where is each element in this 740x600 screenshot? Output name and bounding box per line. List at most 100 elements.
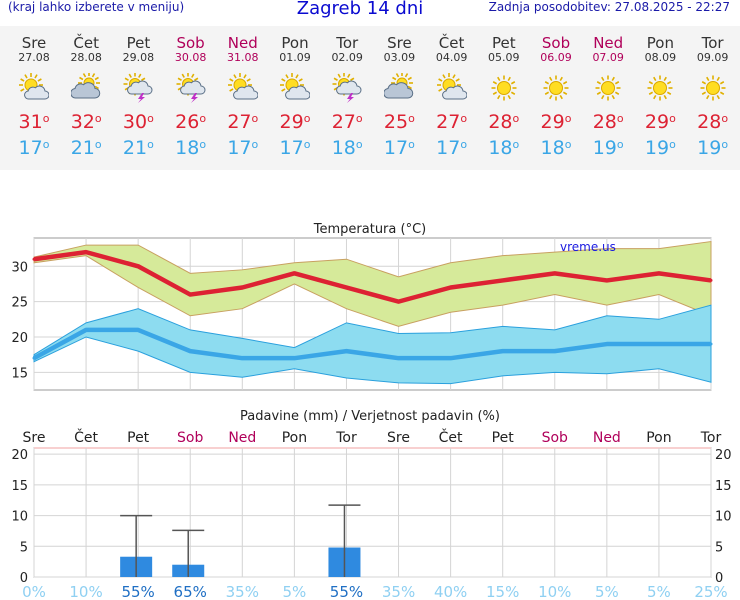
min-temp: 19o [634,137,686,159]
degree-symbol: o [303,112,311,125]
data-point [709,278,713,282]
max-temp-value: 28 [697,111,722,133]
max-temp: 27o [426,111,478,133]
degree-symbol: o [564,138,572,151]
min-temp-value: 17 [279,137,304,159]
min-temp-value: 17 [436,137,461,159]
forecast-day: Ned 07.09 28o 19o [582,26,634,159]
precip-probability-label: 5% [595,583,619,600]
cloudy-sun-icon [71,73,101,99]
data-point [84,328,88,332]
max-temp-value: 30 [122,111,148,133]
day-name: Čet [73,34,99,52]
day-date: 09.09 [696,51,729,64]
last-updated: Zadnja posodobitev: 27.08.2025 - 22:27 [488,0,730,14]
day-name: Pet [126,34,151,52]
max-temp: 26o [165,111,217,133]
plot-area [33,447,712,578]
forecast-day: Sre 03.09 25o 17o [373,26,425,159]
data-point [240,356,244,360]
min-temp-value: 21 [70,137,95,159]
x-tick-label: Čet [439,428,463,446]
degree-symbol: o [303,138,311,151]
weather-icon-wrap [269,73,321,103]
forecast-day: Pet 05.09 28o 18o [478,26,530,159]
degree-symbol: o [199,112,207,125]
day-name: Pon [281,34,309,52]
weather-icon-wrap [426,73,478,103]
weather-icon-wrap [478,73,530,103]
y-tick-label: 30 [11,260,28,275]
day-name: Sre [387,34,412,52]
min-temp-value: 19 [592,137,617,159]
degree-symbol: o [251,112,259,125]
weather-icon-wrap [530,73,582,103]
degree-symbol: o [355,138,363,151]
forecast-day: Pet 29.08 30o 21o [112,26,164,159]
max-temp: 32o [60,111,112,133]
min-temp-value: 17 [18,137,43,159]
min-temp: 19o [582,137,634,159]
day-date: 07.09 [592,51,624,64]
x-tick-label: Tor [700,430,722,446]
day-date: 03.09 [383,51,416,64]
day-date: 27.08 [18,51,50,64]
sun-icon [595,75,621,101]
max-temp: 27o [217,111,269,133]
temperature-chart: Temperatura (°C) 15 20 25 30 vreme.us [11,222,713,391]
degree-symbol: o [616,112,624,125]
day-date: 01.09 [279,51,311,64]
forecast-day: Sob 06.09 29o 18o [530,26,582,159]
precip-probability-label: 55% [121,583,154,600]
day-name: Pon [646,34,674,52]
weather-icon-wrap [165,73,217,103]
sun-icon [647,75,673,101]
x-tick-label: Sre [23,430,46,446]
temperature-chart-title: Temperatura (°C) [313,222,426,237]
data-point [657,342,661,346]
data-point [240,285,244,289]
max-temp: 25o [373,111,425,133]
day-name: Sob [176,34,205,52]
data-point [501,349,505,353]
partly-cloudy-icon [227,73,258,100]
forecast-day: Čet 04.09 27o 17o [426,26,478,159]
weather-icon-wrap [634,73,686,103]
min-temp: 18o [478,137,530,159]
day-date: 31.08 [227,51,259,64]
max-temp-value: 32 [70,111,95,133]
day-name: Ned [593,34,624,52]
min-temp: 17o [269,137,321,159]
degree-symbol: o [94,112,102,125]
degree-symbol: o [460,112,468,125]
min-temp-line [32,327,711,361]
max-temp: 28o [687,111,739,133]
forecast-day: Pon 08.09 29o 19o [634,26,686,159]
weather-icon-wrap [582,73,634,103]
max-temp-value: 29 [279,111,304,133]
min-temp-value: 17 [383,137,409,159]
max-temp-value: 31 [18,111,43,133]
x-tick-label: Pet [127,430,150,446]
max-temp-value: 27 [331,111,356,133]
precip-probability-label: 25% [694,583,727,600]
weather-icon-wrap [8,73,60,103]
max-temp-value: 29 [644,111,670,133]
x-tick-label: Sob [542,430,568,446]
degree-symbol: o [199,138,207,151]
degree-symbol: o [512,138,520,151]
degree-symbol: o [669,112,676,125]
x-tick-label: Sob [177,430,203,446]
data-point [188,349,192,353]
max-temp-value: 28 [592,111,617,133]
degree-symbol: o [721,112,729,125]
precip-probability-label: 35% [226,583,259,600]
forecast-day: Tor 02.09 27o 18o [321,26,373,159]
day-name: Sob [541,34,571,52]
day-date: 30.08 [174,51,207,64]
min-temp-value: 18 [331,137,356,159]
location-hint[interactable]: (kraj lahko izberete v meniju) [8,0,185,14]
data-point [449,356,453,360]
min-temp-value: 18 [540,137,565,159]
weather-icon-wrap [112,73,164,103]
